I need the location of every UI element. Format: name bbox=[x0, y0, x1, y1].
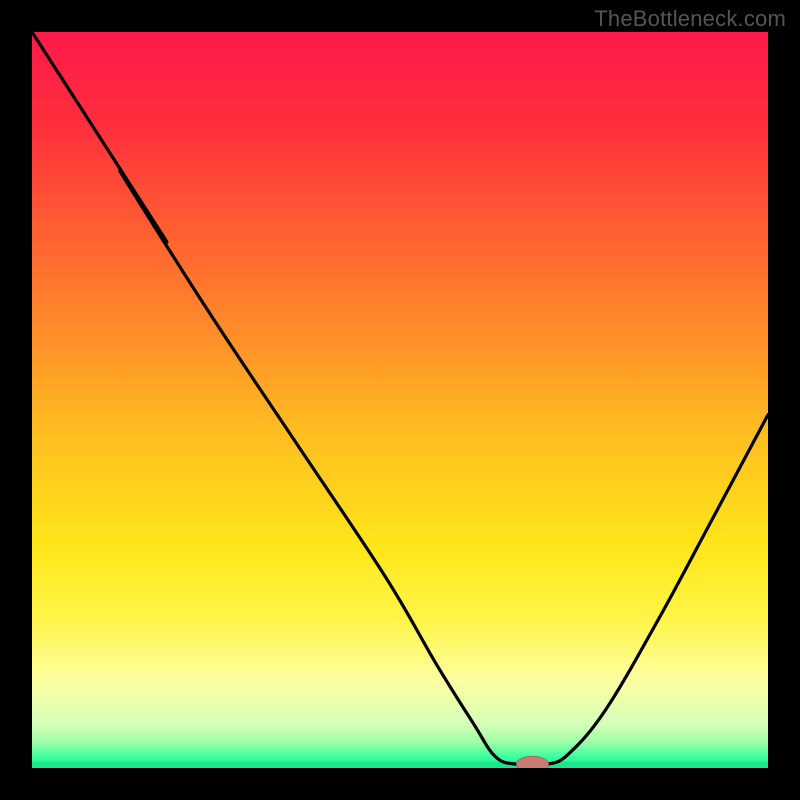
watermark-text: TheBottleneck.com bbox=[594, 6, 786, 32]
chart-container: TheBottleneck.com bbox=[0, 0, 800, 800]
plot-background bbox=[32, 32, 768, 768]
plot-area bbox=[32, 32, 768, 768]
baseline-stripe bbox=[32, 762, 768, 768]
bottleneck-chart-svg bbox=[32, 32, 768, 768]
